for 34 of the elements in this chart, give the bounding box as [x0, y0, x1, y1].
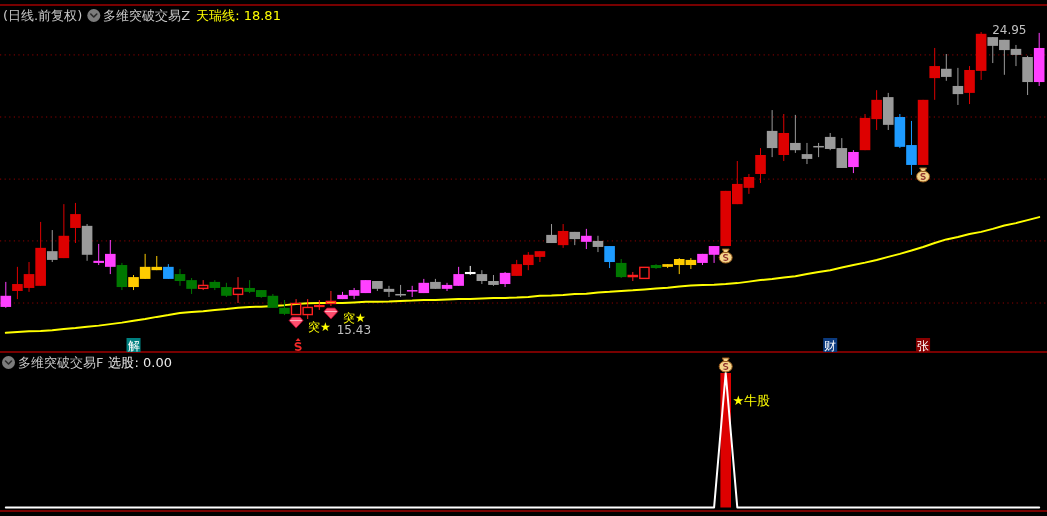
- candlestick: [615, 258, 627, 279]
- text: 天瑞线: 18.81: [196, 8, 281, 23]
- chart-subtitle: 多维突破交易Z: [103, 8, 191, 23]
- candlestick: [604, 245, 615, 269]
- chart-title: (日线.前复权): [3, 8, 83, 23]
- candlestick: [848, 149, 859, 174]
- candlestick: [46, 229, 58, 263]
- candlestick: [557, 223, 569, 249]
- candlestick: [476, 269, 488, 285]
- candlestick: [755, 147, 766, 184]
- candlestick: [314, 299, 325, 311]
- candlestick: [801, 142, 813, 165]
- chart-subtitle: 选股: 0.00: [108, 355, 172, 370]
- annotation: 突★: [342, 311, 366, 326]
- annotation: 24.95: [992, 23, 1027, 37]
- candlestick: [58, 203, 70, 259]
- text: 15.43: [336, 323, 372, 337]
- candlestick: [941, 53, 952, 82]
- candlestick: [592, 235, 604, 253]
- candlestick: [581, 228, 592, 250]
- candlestick: [929, 47, 940, 101]
- candlestick: [778, 113, 790, 162]
- annotation: ★牛股: [732, 392, 771, 408]
- candlestick: [0, 281, 12, 309]
- candlestick: [116, 262, 128, 291]
- candlestick: [70, 202, 81, 244]
- candlestick: [952, 67, 964, 106]
- candlestick: [383, 285, 395, 298]
- candlestick: [766, 109, 778, 158]
- candlestick: [790, 114, 801, 154]
- text: 突★: [308, 320, 331, 335]
- candlestick: [325, 290, 337, 307]
- chart-title: 多维突破交易F: [18, 355, 104, 370]
- candlestick: [197, 279, 209, 290]
